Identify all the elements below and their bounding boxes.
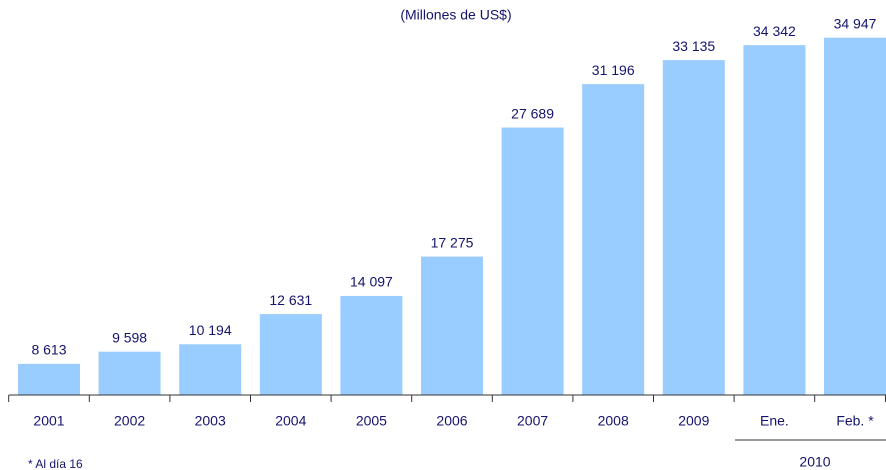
data-label: 12 631 — [269, 292, 312, 308]
bar — [501, 127, 564, 395]
bar — [259, 314, 322, 395]
data-label: 34 947 — [834, 15, 877, 31]
bar — [18, 363, 80, 395]
data-label: 27 689 — [511, 105, 554, 121]
data-label: 8 613 — [31, 342, 66, 358]
x-tick-label: 2002 — [114, 413, 145, 429]
bar — [179, 344, 242, 395]
data-label: 9 598 — [112, 329, 147, 345]
x-tick-label: 2005 — [356, 413, 387, 429]
bar — [582, 84, 645, 395]
group-label: 2010 — [799, 454, 830, 470]
x-tick-label: 2003 — [195, 413, 226, 429]
bar — [743, 45, 806, 396]
data-label: 33 135 — [672, 38, 715, 54]
x-tick-label: 2004 — [275, 413, 306, 429]
data-label: 17 275 — [431, 234, 474, 250]
footnote: * Al día 16 — [28, 457, 83, 470]
bar — [421, 256, 483, 395]
bar — [98, 351, 161, 395]
chart-subtitle: (Millones de US$) — [400, 7, 511, 23]
data-label: 34 342 — [753, 23, 796, 39]
data-label: 31 196 — [592, 62, 635, 78]
bar — [824, 37, 886, 395]
x-tick-label: 2007 — [517, 413, 548, 429]
x-tick-label: 2009 — [678, 413, 709, 429]
x-tick-label: 2008 — [598, 413, 629, 429]
x-tick-label: 2006 — [436, 413, 467, 429]
bar — [662, 60, 725, 395]
x-tick-label: Ene. — [760, 413, 789, 429]
bar — [340, 295, 403, 395]
x-tick-label: Feb. * — [836, 413, 874, 429]
x-tick-label: 2001 — [33, 413, 64, 429]
data-label: 10 194 — [189, 322, 232, 338]
data-label: 14 097 — [350, 274, 393, 290]
